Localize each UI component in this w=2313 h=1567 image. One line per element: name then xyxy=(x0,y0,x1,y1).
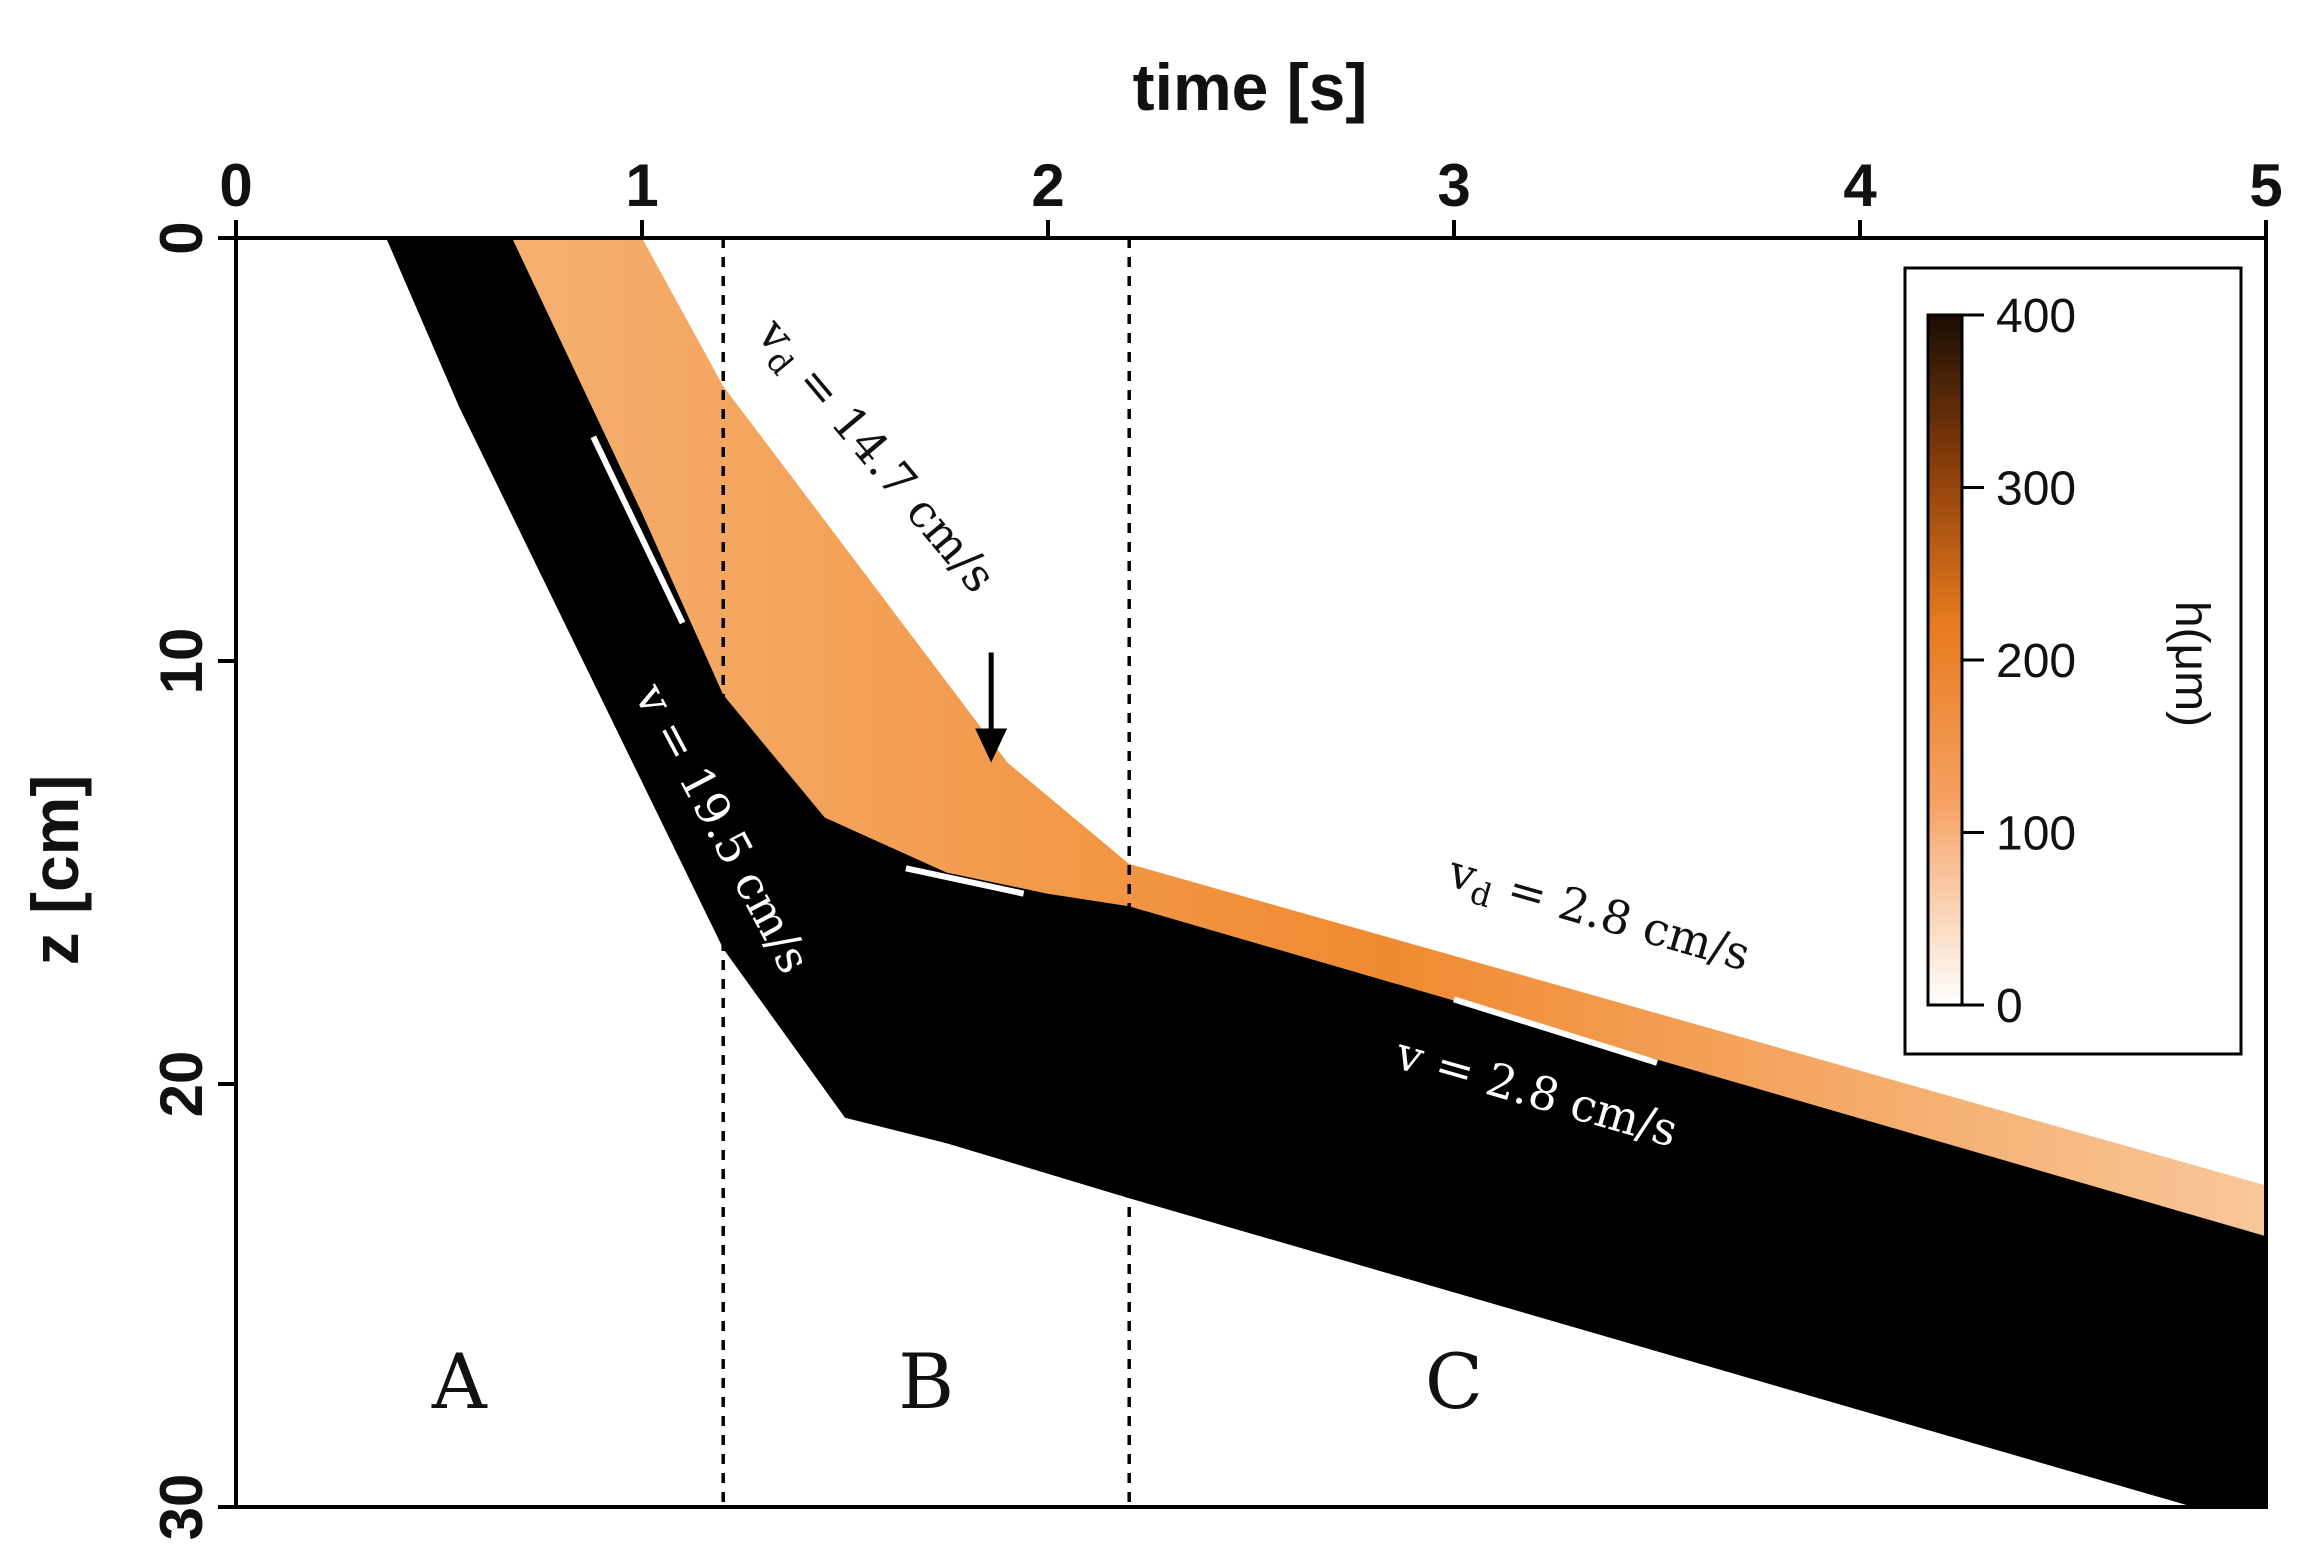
x-tick-label-4: 4 xyxy=(1843,152,1877,219)
colorbar-gradient xyxy=(1926,313,1964,1007)
x-tick-label-3: 3 xyxy=(1437,152,1470,219)
x-tick-label-1: 1 xyxy=(625,152,658,219)
colorbar-tick-label-1: 300 xyxy=(1996,463,2076,516)
colorbar-tick-label-2: 200 xyxy=(1996,635,2076,688)
colorbar-tick-label-3: 100 xyxy=(1996,808,2076,861)
drop-band xyxy=(386,238,2266,1507)
fit-line-1 xyxy=(590,435,686,625)
plot-frame xyxy=(234,236,2268,1509)
colorbar-tick-label-4: 0 xyxy=(1996,980,2023,1033)
film-band xyxy=(512,238,2266,1237)
colorbar-ticks: 400 300 200 100 0 xyxy=(1962,290,2076,1033)
fit-line-3 xyxy=(1453,996,1658,1066)
arrow-head xyxy=(975,728,1008,763)
data-bands xyxy=(386,238,2266,1507)
colorbar-label: h(μm) xyxy=(2165,601,2218,727)
y-tick-label-0: 0 xyxy=(148,221,215,254)
fit-line-2 xyxy=(905,865,1025,897)
y-tick-label-1: 10 xyxy=(148,628,215,695)
x-tick-label-0: 0 xyxy=(219,152,252,219)
region-label-c: C xyxy=(1425,1337,1483,1426)
colorbar-tick-label-0: 400 xyxy=(1996,290,2076,343)
x-axis-title: time [s] xyxy=(1133,50,1368,124)
region-label-b: B xyxy=(898,1337,954,1426)
x-tick-label-2: 2 xyxy=(1031,152,1064,219)
colorbar-legend: 400 300 200 100 0 h(μm) xyxy=(1903,266,2243,1056)
y-tick-label-3: 30 xyxy=(148,1474,215,1541)
x-tick-label-5: 5 xyxy=(2249,152,2282,219)
axes-layer: 0 1 2 3 4 5 0 10 20 30 xyxy=(148,152,2283,1540)
y-axis-title: z [cm] xyxy=(18,775,92,966)
region-label-a: A xyxy=(431,1337,488,1426)
y-tick-label-2: 20 xyxy=(148,1051,215,1118)
